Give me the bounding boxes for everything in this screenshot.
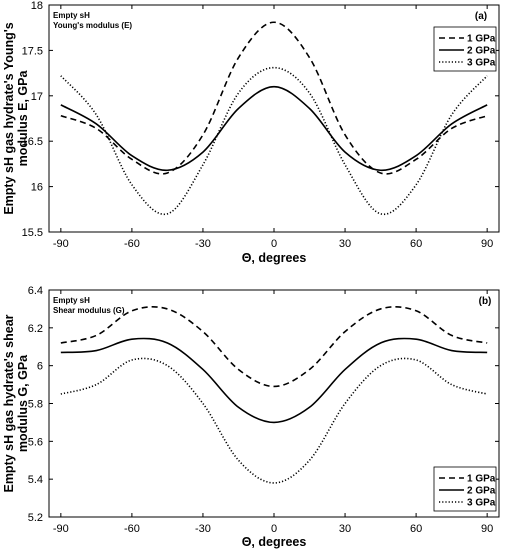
x-tick-label-a: -60 xyxy=(124,238,140,250)
legend-a-label-1: 1 GPa xyxy=(467,34,496,45)
x-tick-label-b: -60 xyxy=(124,523,140,535)
x-tick-label-b: -30 xyxy=(195,523,211,535)
series-line-b-1 xyxy=(60,306,488,388)
x-ticks-a: -90 -60 -30 0 30 60 90 xyxy=(53,5,493,250)
series-group-a xyxy=(60,21,488,216)
x-tick-label-a: -90 xyxy=(53,238,69,250)
panel-label-b: (b) xyxy=(479,296,492,307)
series-line-a-2 xyxy=(60,85,488,172)
series-group-b xyxy=(60,306,488,484)
legend-b-label-3: 3 GPa xyxy=(467,498,496,509)
y-tick-label-a: 16 xyxy=(31,182,43,194)
y-ticks-b: 5.2 5.4 5.6 5.8 6 6.2 6.4 xyxy=(28,285,499,524)
y-axis-label-a-line1: Empty sH gas hydrate's Young's xyxy=(2,22,16,214)
legend-box-a xyxy=(433,26,497,72)
y-tick-label-b: 5.2 xyxy=(28,512,43,524)
y-axis-label-a-line2: modulus E, GPa xyxy=(16,70,30,167)
y-tick-label-b: 5.4 xyxy=(28,474,43,486)
y-tick-label-a: 17 xyxy=(31,91,43,103)
x-axis-label-b: Θ, degrees xyxy=(242,535,307,549)
x-tick-label-a: 60 xyxy=(410,238,422,250)
annotation-a-1: Empty sH xyxy=(53,11,90,20)
y-tick-label-a: 18 xyxy=(31,0,43,12)
series-line-b-2 xyxy=(60,337,488,424)
x-tick-label-a: 30 xyxy=(339,238,351,250)
y-tick-label-a: 17.5 xyxy=(22,45,43,57)
legend-a: 1 GPa 2 GPa 3 GPa xyxy=(433,26,497,72)
series-line-a-3 xyxy=(60,66,488,216)
annotation-b-2: Shear modulus (G) xyxy=(53,306,125,315)
x-ticks-b: -90 -60 -30 0 30 60 90 xyxy=(53,290,493,535)
panel-label-a: (a) xyxy=(475,11,487,22)
x-axis-label-a: Θ, degrees xyxy=(242,251,307,265)
legend-a-label-2: 2 GPa xyxy=(467,46,496,57)
x-tick-label-b: 90 xyxy=(481,523,493,535)
legend-b: 1 GPa 2 GPa 3 GPa xyxy=(433,466,497,512)
y-tick-label-b: 5.8 xyxy=(28,399,43,411)
y-tick-label-b: 6.2 xyxy=(28,323,43,335)
chart-panel-b: 5.2 5.4 5.6 5.8 6 6.2 6.4 -90 -60 -30 0 30 60 90 Emp… xyxy=(2,285,500,549)
x-tick-label-a: 0 xyxy=(271,238,277,250)
y-ticks-a: 15.5 16 16.5 17 17.5 18 xyxy=(22,0,499,239)
x-tick-label-a: 90 xyxy=(481,238,493,250)
annotation-b-1: Empty sH xyxy=(53,296,90,305)
legend-b-label-1: 1 GPa xyxy=(467,474,496,485)
y-tick-label-b: 6.4 xyxy=(28,285,43,297)
series-line-b-3 xyxy=(60,357,488,484)
y-axis-label-b-line1: Empty sH gas hydrate's shear xyxy=(2,314,16,492)
y-tick-label-b: 6 xyxy=(37,361,43,373)
annotation-a-2: Young's modulus (E) xyxy=(53,21,132,30)
y-tick-label-a: 16.5 xyxy=(22,136,43,148)
y-tick-label-a: 15.5 xyxy=(22,227,43,239)
x-tick-label-b: -90 xyxy=(53,523,69,535)
legend-a-label-3: 3 GPa xyxy=(467,58,496,69)
chart-panel-a: 15.5 16 16.5 17 17.5 18 -90 -60 -30 0 30 60 90 Empt… xyxy=(2,0,500,265)
x-tick-label-b: 0 xyxy=(271,523,277,535)
y-axis-label-b-line2: modulus G, GPa xyxy=(16,354,30,452)
legend-b-label-2: 2 GPa xyxy=(467,486,496,497)
legend-box-b xyxy=(433,466,497,512)
x-tick-label-a: -30 xyxy=(195,238,211,250)
y-tick-label-b: 5.6 xyxy=(28,436,43,448)
series-line-a-1 xyxy=(60,21,488,175)
x-tick-label-b: 60 xyxy=(410,523,422,535)
x-tick-label-b: 30 xyxy=(339,523,351,535)
